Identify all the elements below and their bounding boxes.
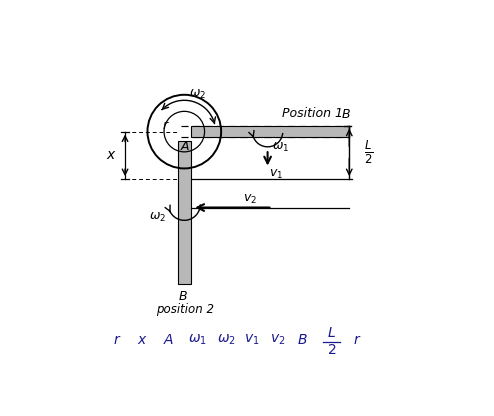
Polygon shape xyxy=(178,141,191,284)
Text: $A$: $A$ xyxy=(163,333,174,347)
Text: $r$: $r$ xyxy=(353,333,362,347)
Text: $L$: $L$ xyxy=(327,326,336,340)
Text: Position 1: Position 1 xyxy=(282,107,343,120)
Text: $r$: $r$ xyxy=(113,333,121,347)
Text: $\frac{L}{2}$: $\frac{L}{2}$ xyxy=(364,139,373,166)
Text: $2$: $2$ xyxy=(327,343,336,357)
Text: $v_1$: $v_1$ xyxy=(245,333,260,347)
Text: $r$: $r$ xyxy=(162,119,169,132)
Text: $A$: $A$ xyxy=(180,141,190,154)
Text: $v_2$: $v_2$ xyxy=(243,193,257,206)
Text: $B$: $B$ xyxy=(341,108,351,121)
Text: $\omega_2$: $\omega_2$ xyxy=(149,210,165,224)
Text: $B$: $B$ xyxy=(297,333,308,347)
Text: $\omega_1$: $\omega_1$ xyxy=(272,141,289,154)
Text: $v_1$: $v_1$ xyxy=(269,168,283,181)
Text: position 2: position 2 xyxy=(156,303,214,316)
Text: $x$: $x$ xyxy=(106,149,117,162)
Text: $\omega_1$: $\omega_1$ xyxy=(188,333,206,347)
Text: $x$: $x$ xyxy=(137,333,148,347)
Polygon shape xyxy=(191,126,349,137)
Text: $\omega_2$: $\omega_2$ xyxy=(189,88,206,101)
Text: $B$: $B$ xyxy=(178,290,188,303)
Text: $v_2$: $v_2$ xyxy=(270,333,286,347)
Text: $\omega_2$: $\omega_2$ xyxy=(216,333,235,347)
